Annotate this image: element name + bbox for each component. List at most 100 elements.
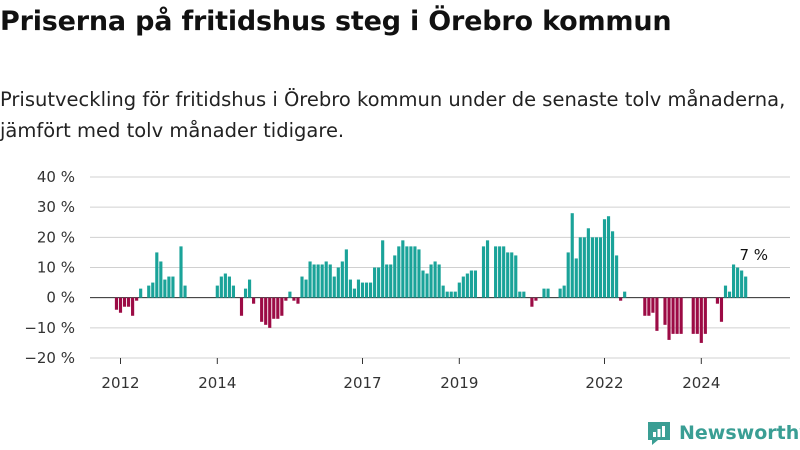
bar [340, 261, 344, 298]
bar [401, 240, 405, 298]
bar [736, 267, 740, 298]
bar [655, 297, 659, 331]
page-title: Priserna på fritidshus steg i Örebro kom… [0, 6, 672, 37]
bar [437, 264, 441, 298]
bar [570, 213, 574, 298]
bar [498, 246, 502, 298]
y-tick-label: 20 % [37, 228, 75, 246]
bar [485, 240, 490, 298]
bar [429, 264, 433, 298]
bar [574, 258, 578, 298]
bar [243, 288, 248, 298]
bar [344, 249, 348, 298]
latest-value-label: 7 % [739, 246, 768, 264]
bar [268, 297, 272, 328]
bar [469, 270, 473, 298]
bar [602, 219, 607, 298]
bar [118, 297, 123, 313]
bar [183, 285, 187, 298]
bar [651, 297, 655, 313]
bar [671, 297, 675, 334]
bar [352, 288, 357, 298]
bar [457, 282, 461, 298]
bar [619, 297, 623, 301]
bar [546, 288, 550, 298]
bar [393, 255, 397, 298]
newsworthy-logo: Newsworthy [645, 418, 800, 448]
label-layer: 40 % 30 % 20 % 10 % 0 % −10 % −20 % 2012 2014 201… [24, 168, 768, 392]
bar [510, 252, 514, 298]
y-tick-label: 0 % [46, 289, 75, 307]
bar [171, 276, 175, 298]
bar [405, 246, 409, 298]
bar [744, 276, 748, 298]
bar [373, 267, 377, 298]
bar [518, 291, 522, 298]
bar [296, 297, 300, 304]
bar [586, 228, 590, 298]
bar [731, 264, 736, 298]
bar [231, 285, 236, 298]
bar [643, 297, 647, 316]
bar [360, 282, 365, 298]
bar [494, 246, 498, 298]
newsworthy-logo-icon [648, 422, 670, 445]
bar [292, 297, 296, 301]
bar [449, 291, 453, 298]
bar [223, 273, 227, 298]
bar [461, 276, 465, 298]
bar [147, 285, 151, 298]
bar [421, 270, 425, 298]
bar [598, 237, 603, 298]
bar [522, 291, 526, 298]
bar [723, 285, 728, 298]
bar [227, 276, 231, 298]
bar [623, 291, 627, 298]
bar [530, 297, 534, 307]
brand-name: Newsworthy [679, 422, 800, 444]
x-tick-label: 2024 [682, 374, 720, 392]
bar [647, 297, 651, 316]
bar [368, 282, 373, 298]
bar [320, 264, 324, 298]
y-tick-label: 10 % [37, 259, 75, 277]
bar [155, 252, 159, 298]
bar [465, 273, 469, 298]
bar [441, 285, 445, 298]
bar [280, 297, 284, 316]
bar [252, 297, 256, 304]
bar [304, 279, 308, 298]
bar [719, 297, 724, 322]
bar [562, 285, 566, 298]
bar [425, 273, 429, 298]
bar [514, 255, 518, 298]
bar [542, 288, 546, 298]
bar [740, 270, 744, 298]
x-tick-label: 2022 [585, 374, 623, 392]
bar [276, 297, 280, 319]
bar [122, 297, 127, 307]
bar [308, 261, 312, 298]
bar [590, 237, 594, 298]
bar [300, 276, 304, 298]
bar [260, 297, 264, 322]
bar [264, 297, 268, 325]
bar [582, 237, 586, 298]
bar [578, 237, 582, 298]
bar [284, 297, 288, 301]
x-tick-label: 2019 [440, 374, 478, 392]
x-tick-label: 2012 [101, 374, 139, 392]
bar [667, 297, 671, 340]
bar [312, 264, 316, 298]
bar [151, 282, 155, 298]
bar [159, 261, 163, 298]
y-tick-label: −20 % [24, 349, 75, 367]
bar [534, 297, 538, 301]
bar [675, 297, 679, 334]
page-subtitle: Prisutveckling för fritidshus i Örebro k… [0, 88, 786, 142]
bar [114, 297, 119, 310]
bar [356, 279, 361, 298]
bar [610, 231, 615, 298]
bar [606, 216, 611, 298]
bar [364, 282, 369, 298]
